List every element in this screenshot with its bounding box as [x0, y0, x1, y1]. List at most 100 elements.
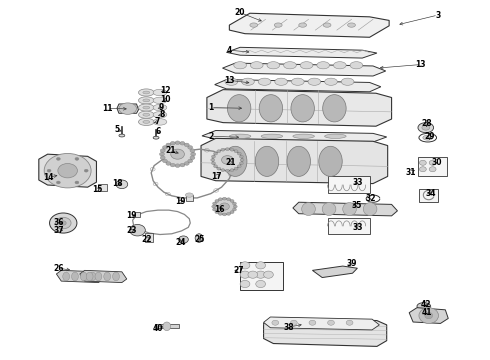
Ellipse shape — [225, 78, 238, 85]
Ellipse shape — [227, 212, 231, 215]
Ellipse shape — [222, 213, 226, 216]
Ellipse shape — [163, 322, 171, 330]
Text: 33: 33 — [352, 177, 363, 186]
Ellipse shape — [302, 203, 316, 216]
Bar — [186, 195, 193, 201]
Ellipse shape — [419, 167, 426, 172]
Ellipse shape — [423, 135, 433, 140]
Ellipse shape — [242, 78, 254, 85]
Ellipse shape — [234, 62, 246, 69]
Text: 19: 19 — [126, 211, 137, 220]
Text: 24: 24 — [175, 238, 186, 247]
Ellipse shape — [240, 262, 250, 269]
Ellipse shape — [293, 134, 315, 138]
Ellipse shape — [190, 156, 195, 159]
Ellipse shape — [153, 112, 167, 118]
Ellipse shape — [159, 152, 164, 156]
Ellipse shape — [139, 111, 154, 118]
Ellipse shape — [116, 180, 128, 189]
Text: 35: 35 — [351, 201, 362, 210]
Text: 25: 25 — [195, 235, 205, 244]
Text: 40: 40 — [153, 324, 163, 333]
Ellipse shape — [322, 203, 336, 216]
Ellipse shape — [139, 118, 154, 126]
Polygon shape — [80, 270, 127, 283]
Ellipse shape — [325, 134, 346, 138]
Text: 42: 42 — [420, 300, 431, 309]
Ellipse shape — [143, 91, 150, 94]
Ellipse shape — [160, 149, 165, 152]
Ellipse shape — [258, 78, 271, 85]
Text: 9: 9 — [158, 103, 164, 112]
Ellipse shape — [255, 146, 279, 176]
Ellipse shape — [185, 193, 193, 197]
Text: 20: 20 — [234, 8, 245, 17]
Ellipse shape — [292, 78, 304, 85]
Ellipse shape — [184, 143, 189, 147]
Ellipse shape — [299, 23, 307, 27]
Ellipse shape — [153, 136, 159, 139]
Ellipse shape — [72, 272, 78, 281]
Ellipse shape — [60, 221, 66, 225]
Ellipse shape — [363, 203, 377, 216]
Bar — [418, 157, 447, 176]
Text: 4: 4 — [227, 46, 232, 55]
Ellipse shape — [162, 143, 193, 166]
Ellipse shape — [225, 169, 229, 172]
Polygon shape — [264, 318, 387, 346]
Text: 17: 17 — [211, 172, 222, 181]
Ellipse shape — [291, 320, 297, 325]
Ellipse shape — [143, 106, 150, 109]
Bar — [155, 324, 178, 328]
Ellipse shape — [240, 271, 250, 278]
Ellipse shape — [240, 158, 244, 161]
Ellipse shape — [220, 203, 229, 210]
Ellipse shape — [250, 23, 258, 27]
Ellipse shape — [422, 125, 430, 130]
Ellipse shape — [319, 146, 342, 176]
Ellipse shape — [328, 320, 334, 325]
Text: 36: 36 — [53, 218, 64, 227]
Ellipse shape — [425, 312, 433, 319]
Ellipse shape — [215, 199, 219, 202]
Polygon shape — [39, 154, 97, 187]
Ellipse shape — [56, 157, 60, 160]
Text: 33: 33 — [352, 223, 363, 232]
Ellipse shape — [230, 148, 234, 151]
Ellipse shape — [153, 104, 167, 111]
Text: 28: 28 — [421, 119, 432, 128]
Ellipse shape — [217, 167, 221, 170]
Ellipse shape — [223, 146, 247, 176]
Polygon shape — [226, 47, 377, 58]
Polygon shape — [202, 131, 387, 142]
Ellipse shape — [219, 198, 222, 201]
Ellipse shape — [221, 169, 225, 172]
Ellipse shape — [139, 104, 154, 111]
Text: 11: 11 — [102, 104, 113, 113]
Ellipse shape — [188, 159, 193, 163]
Ellipse shape — [171, 163, 175, 167]
Ellipse shape — [230, 169, 234, 172]
Ellipse shape — [317, 62, 330, 69]
Ellipse shape — [267, 62, 280, 69]
Bar — [328, 176, 369, 193]
Ellipse shape — [211, 158, 215, 161]
Polygon shape — [117, 104, 139, 113]
Ellipse shape — [212, 155, 216, 158]
Ellipse shape — [225, 148, 229, 150]
Ellipse shape — [180, 141, 185, 145]
Ellipse shape — [323, 23, 331, 27]
Text: 37: 37 — [53, 226, 64, 235]
Ellipse shape — [341, 78, 354, 85]
Text: 8: 8 — [159, 110, 165, 119]
Text: 10: 10 — [161, 95, 171, 104]
Text: 14: 14 — [43, 173, 54, 182]
Ellipse shape — [188, 146, 193, 149]
Ellipse shape — [86, 272, 93, 281]
Text: 21: 21 — [225, 158, 236, 167]
Bar — [240, 262, 283, 291]
Ellipse shape — [63, 272, 70, 281]
Ellipse shape — [55, 217, 71, 229]
Ellipse shape — [143, 113, 150, 116]
Bar — [419, 189, 439, 202]
